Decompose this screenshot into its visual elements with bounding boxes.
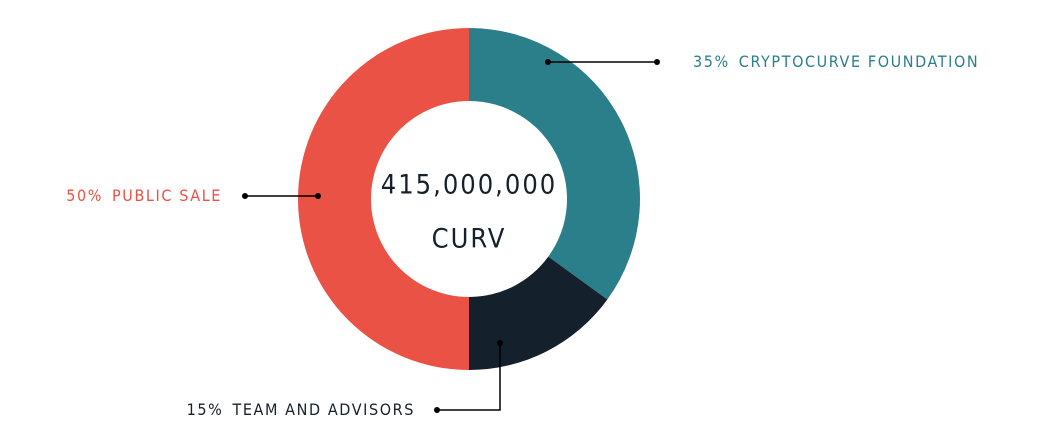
leader-dot — [545, 59, 551, 65]
value-label: 15% — [187, 400, 224, 419]
category-label: 50% PUBLIC SALE — [66, 186, 222, 205]
leader-dot — [242, 193, 248, 199]
category-label: 15% TEAM AND ADVISORS — [187, 400, 415, 419]
leader-line — [437, 343, 501, 411]
category-name: PUBLIC SALE — [112, 186, 222, 205]
center-label: CURV — [432, 224, 507, 255]
donut-segment — [298, 28, 469, 370]
leader-dot — [497, 340, 503, 346]
value-label: 50% — [66, 186, 103, 205]
category-name: CRYPTOCURVE FOUNDATION — [739, 52, 980, 71]
center-label: 415,000,000 — [381, 170, 558, 201]
leader-dot — [434, 407, 440, 413]
leader-dot — [315, 193, 321, 199]
donut-segment — [469, 28, 641, 300]
value-label: 35% — [693, 52, 730, 71]
leader-dot — [654, 59, 660, 65]
donut-segment — [469, 256, 608, 370]
category-label: 35% CRYPTOCURVE FOUNDATION — [693, 52, 979, 71]
category-name: TEAM AND ADVISORS — [231, 400, 415, 419]
